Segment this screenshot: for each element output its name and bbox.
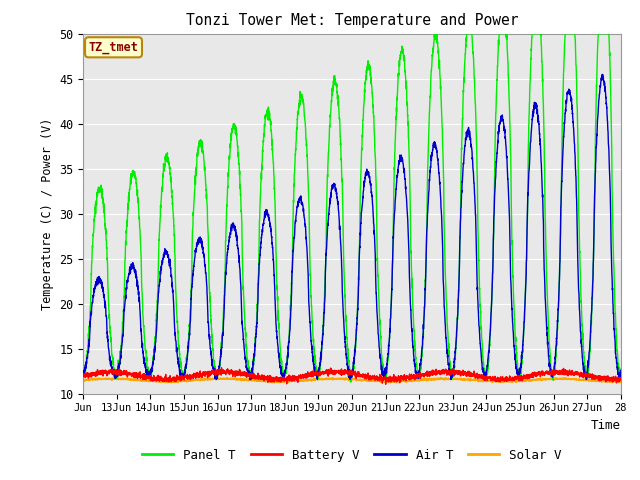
Title: Tonzi Tower Met: Temperature and Power: Tonzi Tower Met: Temperature and Power (186, 13, 518, 28)
X-axis label: Time: Time (591, 419, 621, 432)
Text: TZ_tmet: TZ_tmet (88, 41, 138, 54)
Legend: Panel T, Battery V, Air T, Solar V: Panel T, Battery V, Air T, Solar V (137, 444, 567, 467)
Y-axis label: Temperature (C) / Power (V): Temperature (C) / Power (V) (41, 118, 54, 310)
